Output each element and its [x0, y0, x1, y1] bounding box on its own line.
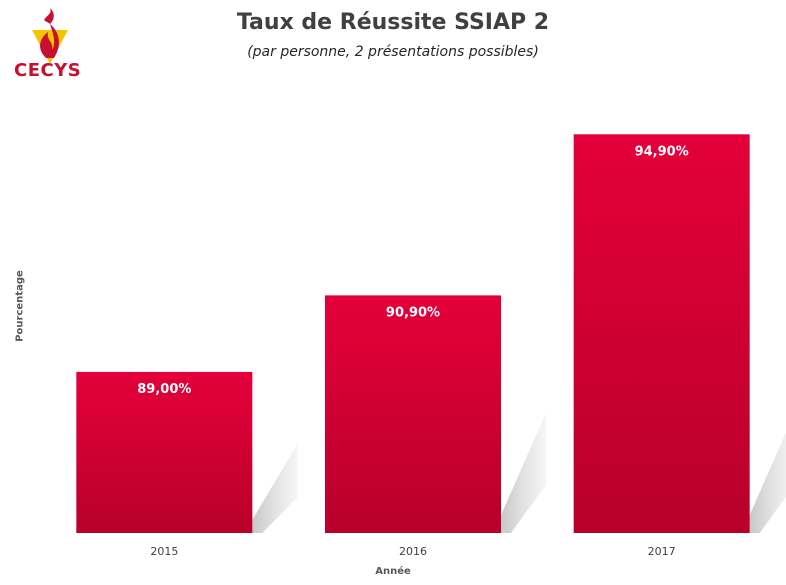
bar-2015 [76, 371, 253, 533]
data-label-2016: 90,90% [386, 305, 440, 320]
x-tick-label-2017: 2017 [648, 545, 676, 558]
x-tick-label-2016: 2016 [399, 545, 427, 558]
bar-shadow [749, 432, 786, 533]
bar-shadow [501, 413, 546, 533]
chart-subtitle: (par personne, 2 présentations possibles… [247, 44, 539, 60]
bar-2016 [325, 295, 501, 533]
cecys-logo-icon [32, 8, 68, 64]
chart-title: Taux de Réussite SSIAP 2 [236, 10, 550, 35]
x-tick-label-2015: 2015 [150, 545, 178, 558]
x-axis-label: Année [375, 566, 411, 577]
bar-shadow [252, 444, 298, 533]
data-label-2017: 94,90% [635, 144, 689, 159]
data-label-2015: 89,00% [137, 382, 191, 397]
y-axis-label: Pourcentage [14, 270, 26, 342]
logo-text: CECYS [14, 60, 82, 81]
bar-2017 [573, 134, 750, 534]
